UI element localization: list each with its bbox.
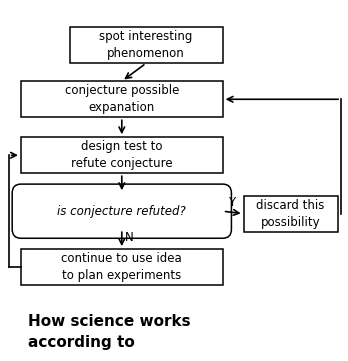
FancyBboxPatch shape: [70, 27, 223, 63]
FancyBboxPatch shape: [21, 249, 223, 285]
FancyBboxPatch shape: [244, 196, 338, 232]
Text: continue to use idea
to plan experiments: continue to use idea to plan experiments: [62, 252, 182, 282]
Text: N: N: [125, 231, 134, 244]
Text: design test to
refute conjecture: design test to refute conjecture: [71, 140, 173, 170]
Text: conjecture possible
expanation: conjecture possible expanation: [65, 84, 179, 114]
FancyBboxPatch shape: [21, 81, 223, 117]
FancyBboxPatch shape: [12, 184, 231, 238]
Text: is conjecture refuted?: is conjecture refuted?: [57, 205, 186, 218]
Text: spot interesting
phenomenon: spot interesting phenomenon: [100, 30, 193, 60]
FancyBboxPatch shape: [21, 137, 223, 173]
Text: How science works
according to: How science works according to: [28, 314, 190, 350]
Text: discard this
possibility: discard this possibility: [256, 199, 325, 229]
Text: Y: Y: [228, 196, 235, 209]
